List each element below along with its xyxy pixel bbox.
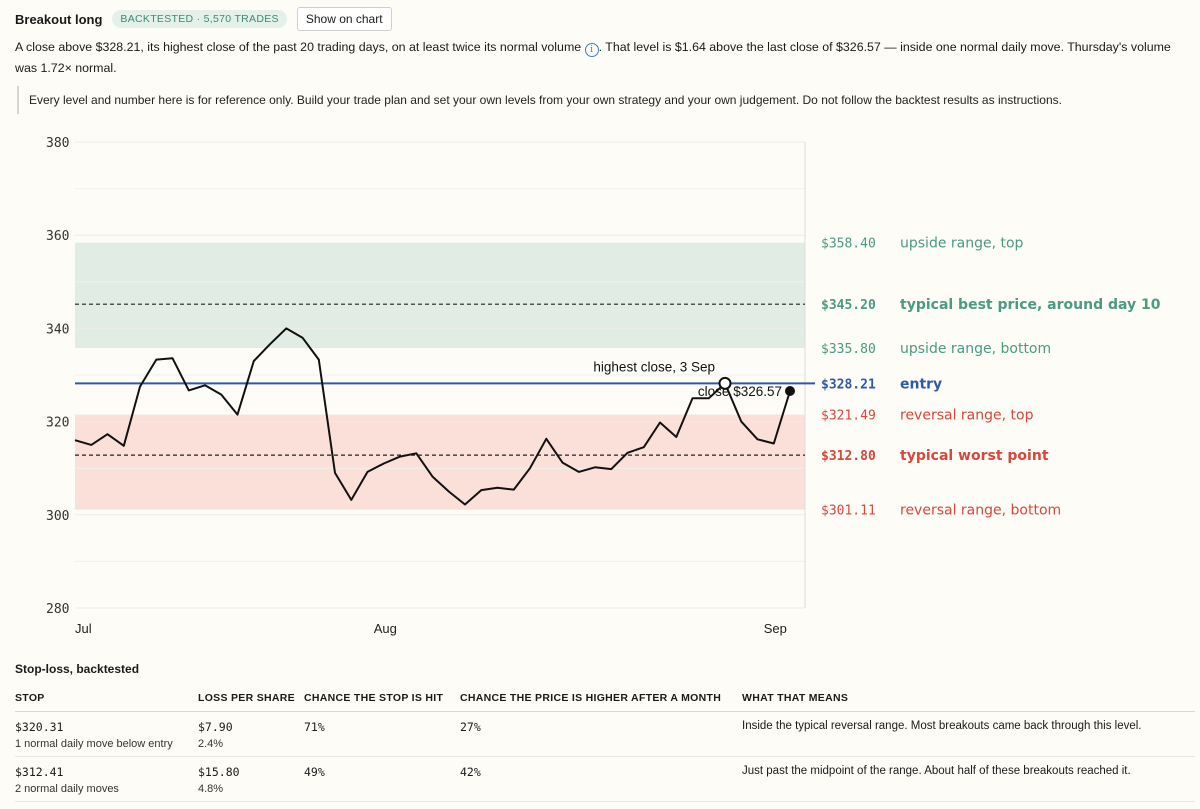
level-name-label: upside range, bottom — [900, 341, 1051, 357]
col-loss: LOSS PER SHARE — [198, 687, 304, 712]
hit-cell: 49% — [304, 756, 460, 802]
stop-value: $312.41 — [15, 765, 64, 779]
level-price-label: $312.80 — [821, 449, 876, 464]
level-name-label: typical best price, around day 10 — [900, 297, 1161, 313]
higher-cell: 27% — [460, 711, 742, 757]
y-tick-label: 300 — [46, 509, 69, 524]
description-text-before: A close above $328.21, its highest close… — [15, 40, 582, 54]
x-tick-label: Jul — [75, 621, 92, 636]
strategy-header: Breakout long BACKTESTED · 5,570 TRADES … — [15, 7, 392, 31]
level-name-label: upside range, top — [900, 236, 1024, 252]
stop-cell: $312.41 2 normal daily moves — [15, 756, 198, 802]
highest-close-label: highest close, 3 Sep — [593, 359, 715, 374]
strategy-title: Breakout long — [15, 11, 103, 27]
stop-sub: 2 normal daily moves — [15, 783, 119, 795]
col-stop: STOP — [15, 687, 198, 712]
table-row: $312.41 2 normal daily moves $15.80 4.8% 4… — [15, 756, 1195, 802]
stoploss-table: STOP LOSS PER SHARE CHANCE THE STOP IS H… — [15, 687, 1195, 802]
loss-value: $15.80 — [198, 765, 240, 779]
level-name-label: reversal range, top — [900, 408, 1034, 424]
loss-sub: 4.8% — [198, 783, 224, 795]
highest-close-marker — [718, 376, 732, 390]
loss-cell: $7.90 2.4% — [198, 711, 304, 757]
y-tick-label: 280 — [46, 602, 69, 617]
col-meaning: WHAT THAT MEANS — [742, 687, 1195, 712]
level-price-label: $321.49 — [821, 409, 876, 424]
meaning-cell: Just past the midpoint of the range. Abo… — [742, 756, 1195, 802]
meaning-cell: Inside the typical reversal range. Most … — [742, 711, 1195, 757]
price-series-line — [74, 327, 791, 506]
table-row: $320.31 1 normal daily move below entry $… — [15, 711, 1195, 757]
description-text-after: . That level is $1.64 above the last clo… — [15, 40, 1171, 75]
col-hit: CHANCE THE STOP IS HIT — [304, 687, 460, 712]
hit-cell: 71% — [304, 711, 460, 757]
level-name-label: reversal range, bottom — [900, 503, 1061, 519]
level-name-label: typical worst point — [900, 448, 1049, 464]
strategy-description: A close above $328.21, its highest close… — [15, 37, 1185, 79]
level-name-label: entry — [900, 376, 942, 392]
stop-value: $320.31 — [15, 720, 64, 734]
level-price-label: $358.40 — [821, 237, 876, 252]
stop-cell: $320.31 1 normal daily move below entry — [15, 711, 198, 757]
higher-cell: 42% — [460, 756, 742, 802]
last-close-label: close $326.57 — [698, 384, 782, 399]
stoploss-title: Stop-loss, backtested — [15, 662, 140, 676]
reversal-range-band — [75, 414, 805, 510]
backtest-badge: BACKTESTED · 5,570 TRADES — [112, 10, 287, 28]
loss-cell: $15.80 4.8% — [198, 756, 304, 802]
level-price-label: $328.21 — [821, 377, 876, 392]
level-price-label: $345.20 — [821, 298, 876, 313]
level-price-label: $301.11 — [821, 504, 876, 519]
disclaimer-note: Every level and number here is for refer… — [17, 86, 1179, 114]
stop-sub: 1 normal daily move below entry — [15, 738, 173, 750]
loss-value: $7.90 — [198, 720, 233, 734]
y-tick-label: 380 — [46, 136, 69, 151]
info-icon[interactable]: i — [584, 43, 599, 57]
x-tick-label: Sep — [764, 621, 787, 636]
last-close-marker — [785, 385, 795, 396]
col-higher: CHANCE THE PRICE IS HIGHER AFTER A MONTH — [460, 687, 742, 712]
price-chart: 280 300 320 340 360 380 Jul Aug Sep highest close… — [46, 136, 1161, 636]
x-tick-label: Aug — [374, 621, 397, 636]
stoploss-header-row: STOP LOSS PER SHARE CHANCE THE STOP IS H… — [15, 687, 1195, 712]
upside-range-band — [75, 242, 805, 348]
y-tick-label: 360 — [46, 229, 69, 244]
y-tick-label: 320 — [46, 416, 69, 431]
show-on-chart-button[interactable]: Show on chart — [296, 7, 392, 31]
y-tick-label: 340 — [46, 322, 69, 337]
level-price-label: $335.80 — [821, 342, 876, 357]
loss-sub: 2.4% — [198, 738, 224, 750]
